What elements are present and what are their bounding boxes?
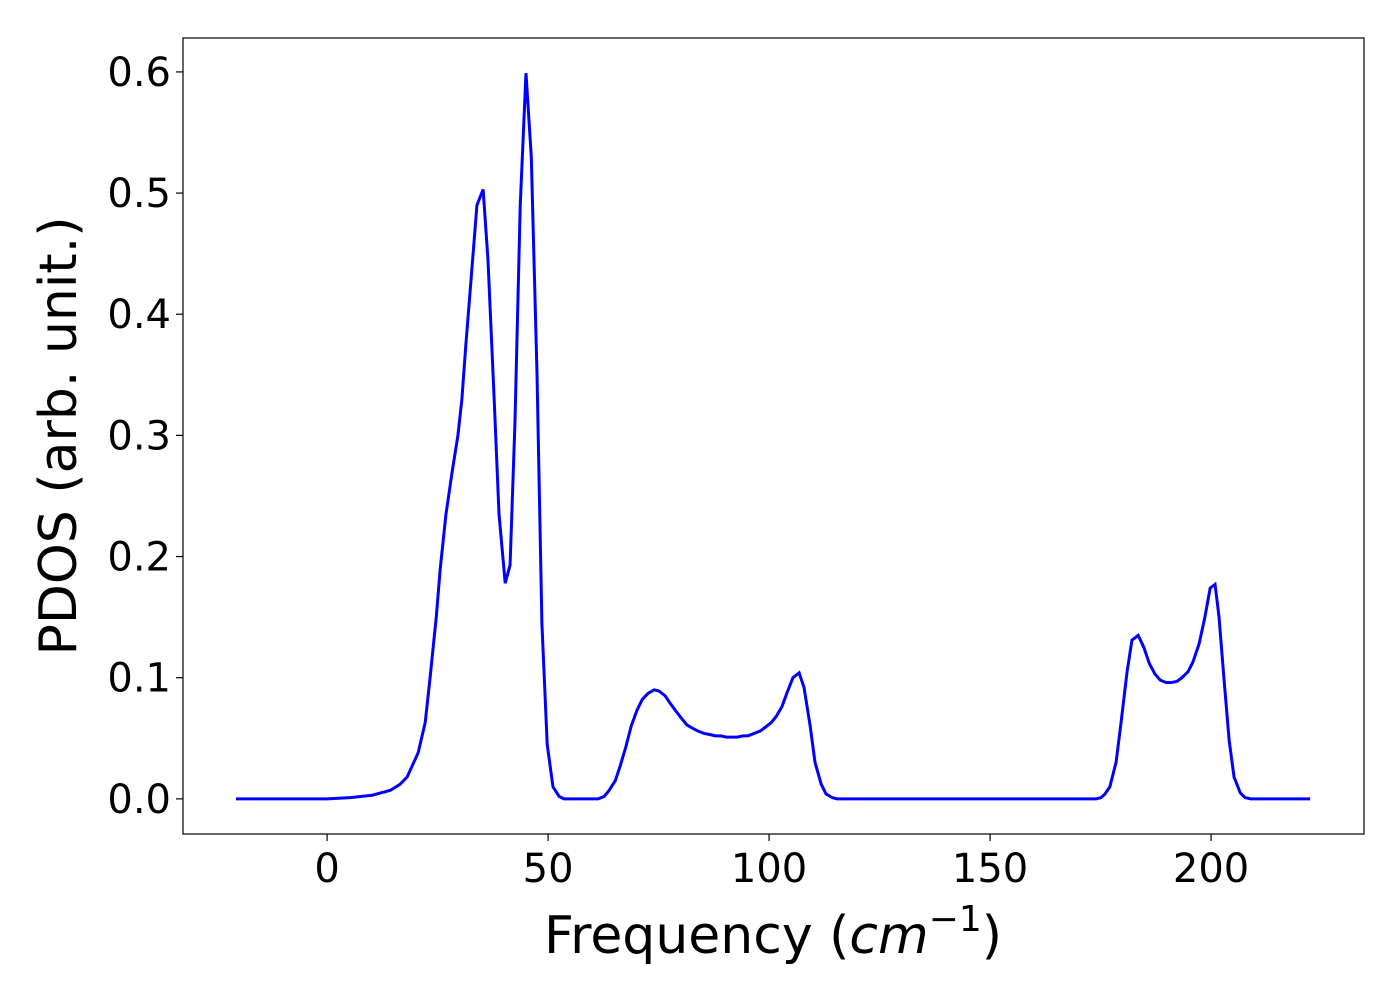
y-tick-label: 0.6 — [107, 50, 171, 96]
x-axis-label: Frequency (cm−1) — [544, 899, 1002, 966]
y-tick-label: 0.1 — [107, 656, 171, 702]
y-axis-label: PDOS (arb. unit.) — [29, 216, 89, 655]
x-tick-label: 150 — [952, 846, 1028, 892]
plot-frame — [182, 37, 1365, 835]
x-tick-label: 100 — [731, 846, 807, 892]
x-label-exponent: −1 — [929, 899, 982, 940]
y-tick-label: 0.3 — [107, 413, 171, 459]
pdos-line — [236, 73, 1311, 801]
y-tick-label: 0.4 — [107, 292, 171, 338]
x-label-unit: cm — [849, 906, 928, 966]
x-tick-label: 50 — [523, 846, 574, 892]
y-tick-label: 0.5 — [107, 171, 171, 217]
x-label-close: ) — [982, 906, 1002, 966]
y-tick-label: 0.2 — [107, 535, 171, 581]
y-tick-label: 0.0 — [107, 777, 171, 823]
x-tick-label: 200 — [1173, 846, 1249, 892]
x-label-text: Frequency ( — [544, 906, 849, 966]
x-tick-label: 0 — [314, 846, 339, 892]
